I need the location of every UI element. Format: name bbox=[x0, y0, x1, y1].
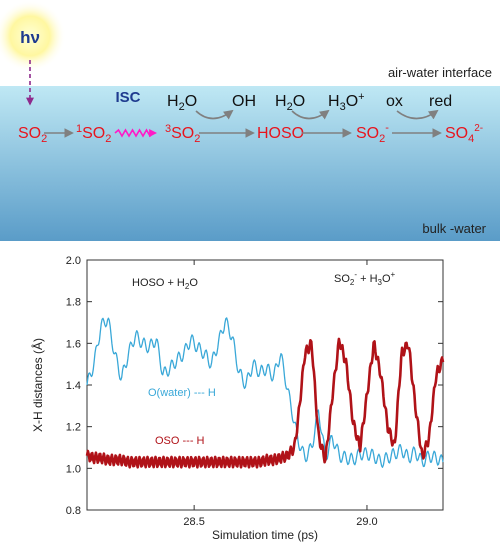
reagent-in-2: H2O bbox=[275, 93, 305, 113]
x-tick-label: 28.5 bbox=[183, 516, 204, 528]
axis-ticks: 0.8 1.0 1.2 1.4 1.6 1.8 2.0 28.5 29.0 bbox=[66, 255, 443, 528]
y-tick-label: 2.0 bbox=[66, 255, 81, 267]
y-tick-label: 1.6 bbox=[66, 338, 81, 350]
reagent-curve-1 bbox=[195, 109, 234, 120]
reagent-out-1: OH bbox=[232, 93, 256, 110]
x-axis-title: Simulation time (ps) bbox=[212, 528, 318, 542]
series-line-oso-h bbox=[85, 337, 445, 469]
reaction-scheme: hν air-water interface bulk -water ISC S… bbox=[0, 0, 500, 241]
reagent-out-2: H3O+ bbox=[328, 91, 365, 113]
label-so2-hydronium: SO2- + H3O+ bbox=[334, 270, 396, 287]
reagent-in-3: ox bbox=[386, 93, 403, 110]
species-singlet-so2: 1SO2 bbox=[76, 123, 111, 145]
y-tick-label: 1.4 bbox=[66, 380, 81, 392]
series-lines bbox=[85, 317, 445, 469]
x-tick-label: 29.0 bbox=[356, 516, 377, 528]
water-layer bbox=[0, 86, 500, 241]
reagent-in-1: H2O bbox=[167, 93, 197, 113]
series-line-owater-h bbox=[86, 317, 444, 468]
species-hoso: HOSO bbox=[257, 125, 304, 142]
reagent-out-3: red bbox=[429, 93, 452, 110]
species-so2-anion: SO2- bbox=[356, 122, 389, 145]
reagent-curve-2 bbox=[291, 109, 330, 120]
photon-label: hν bbox=[20, 28, 40, 47]
interface-label: air-water interface bbox=[388, 65, 492, 80]
y-tick-label: 1.8 bbox=[66, 297, 81, 309]
label-hoso-water: HOSO + H2O bbox=[132, 277, 198, 291]
y-axis-title: X-H distances (Å) bbox=[30, 338, 45, 432]
sun-glow bbox=[0, 0, 66, 72]
series-label-oso: OSO --- H bbox=[155, 435, 205, 447]
series-label-water: O(water) --- H bbox=[148, 387, 216, 399]
species-triplet-so2: 3SO2 bbox=[165, 123, 200, 145]
bulk-label: bulk -water bbox=[422, 221, 486, 236]
plot-frame bbox=[86, 259, 444, 511]
y-tick-label: 0.8 bbox=[66, 505, 81, 517]
isc-label: ISC bbox=[115, 89, 140, 106]
isc-wavy-arrow bbox=[114, 128, 158, 138]
species-so4: SO42- bbox=[445, 123, 483, 145]
y-tick-label: 1.2 bbox=[66, 422, 81, 434]
distance-chart: 0.8 1.0 1.2 1.4 1.6 1.8 2.0 28.5 29.0 X-H distan… bbox=[30, 255, 445, 542]
y-tick-label: 1.0 bbox=[66, 463, 81, 475]
reagent-curve-3 bbox=[396, 109, 439, 120]
species-so2: SO2 bbox=[18, 125, 47, 145]
